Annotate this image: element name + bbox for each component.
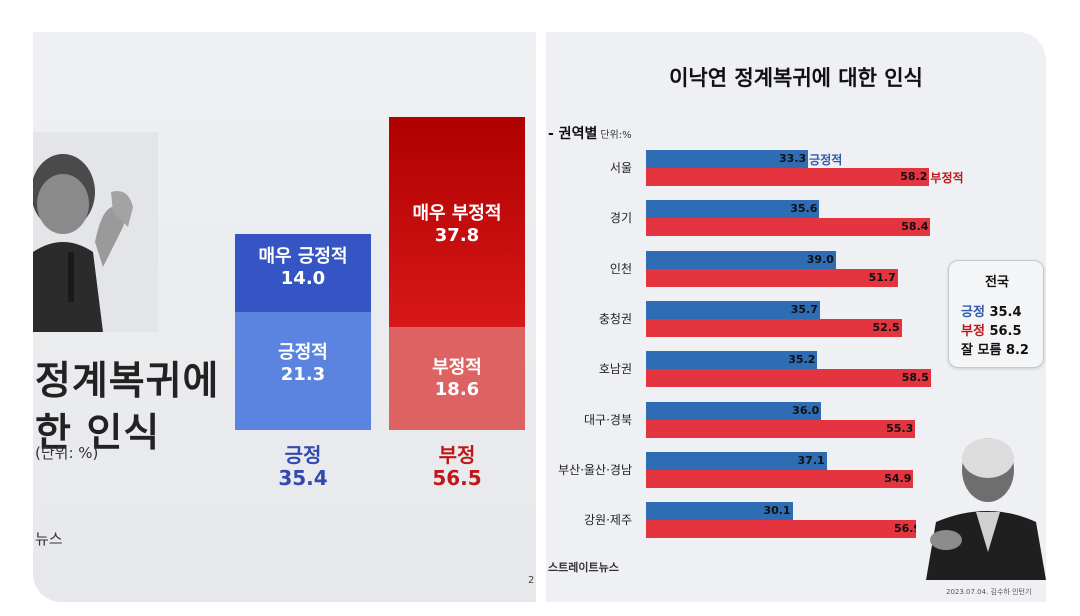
region-label: 서울	[609, 161, 632, 175]
bar-segment-very-negative: 매우 부정적 37.8	[389, 116, 525, 327]
bar-positive-value: 35.6	[790, 202, 818, 216]
national-dont-know-value: 8.2	[1005, 343, 1029, 358]
legend-negative: 부정적	[930, 171, 964, 185]
subtitle-text: - 권역별	[548, 126, 598, 142]
left-page-number: 2	[528, 575, 535, 586]
segment-label: 긍정적	[278, 341, 328, 363]
region-label: 대구·경북	[584, 412, 632, 427]
left-panel: 정계복귀에 한 인식 (단위: %) 뉴스 2 매우 긍정적 14.0 긍정적 …	[33, 32, 536, 602]
segment-label: 매우 긍정적	[258, 246, 348, 268]
region-label: 충청권	[598, 311, 632, 326]
bar-positive	[646, 250, 836, 269]
national-summary-box: 전국 긍정 35.4 부정 56.5 잘 모름 8.2	[948, 260, 1044, 368]
region-label: 경기	[609, 211, 632, 226]
segment-value: 18.6	[434, 378, 480, 400]
bar-positive-value: 33.3	[779, 152, 807, 165]
national-positive: 긍정 35.4	[961, 301, 1022, 320]
person-photo	[33, 132, 158, 332]
bar-positive-value: 30.1	[763, 504, 791, 518]
negative-total-label: 부정	[438, 443, 476, 467]
region-label: 부산·울산·경남	[558, 462, 632, 477]
bar-negative	[646, 369, 931, 388]
chart-title: 이낙연 정계복귀에 대한 인식	[669, 66, 923, 90]
segment-value: 21.3	[280, 363, 326, 385]
bar-positive	[646, 150, 809, 168]
bar-negative-value: 51.7	[868, 270, 896, 284]
bar-negative-value: 58.2	[900, 170, 928, 183]
right-logo: 스트레이트뉴스	[548, 561, 619, 574]
segment-label: 매우 부정적	[412, 202, 502, 224]
bar-segment-negative: 부정적 18.6	[389, 326, 525, 430]
bar-negative	[646, 168, 930, 186]
right-footer: 2023.07.04. 김수하 인턴기	[946, 588, 1032, 596]
national-dont-know: 잘 모름 8.2	[961, 339, 1029, 358]
bar-negative-value: 56.9	[893, 522, 922, 536]
chart-subtitle: - 권역별 단위:%	[548, 123, 632, 143]
bar-negative	[646, 469, 914, 488]
bar-positive-value: 39.0	[806, 252, 834, 266]
bar-positive	[646, 351, 818, 370]
bar-positive	[646, 300, 820, 319]
bar-negative-value: 54.9	[884, 471, 912, 485]
bar-positive-value: 36.0	[792, 403, 820, 417]
bar-negative-value: 52.5	[872, 320, 900, 334]
national-positive-label: 긍정	[961, 305, 985, 320]
bar-negative	[646, 520, 924, 539]
bar-positive	[646, 200, 820, 219]
bar-positive	[646, 451, 827, 470]
national-negative: 부정 56.5	[961, 320, 1022, 339]
bar-negative	[646, 268, 898, 287]
bar-positive-value: 35.7	[790, 302, 818, 316]
region-label: 인천	[609, 261, 632, 276]
national-dont-know-label: 잘 모름	[961, 343, 1002, 358]
bar-negative-value: 55.3	[886, 421, 914, 435]
bar-negative	[646, 218, 931, 237]
legend-positive: 긍정적	[809, 153, 843, 167]
bar-positive-value: 35.2	[788, 353, 816, 367]
national-positive-value: 35.4	[989, 305, 1022, 320]
person-photo	[916, 422, 1046, 580]
subtitle-unit: 단위:%	[600, 130, 632, 141]
segment-label: 부정적	[432, 356, 482, 378]
bar-segment-positive: 긍정적 21.3	[235, 311, 371, 430]
bar-positive	[646, 502, 793, 521]
segment-value: 14.0	[280, 268, 326, 290]
bar-negative	[646, 318, 902, 337]
bar-positive	[646, 401, 822, 420]
left-logo: 뉴스	[35, 530, 63, 548]
segment-value: 37.8	[434, 224, 480, 246]
national-negative-value: 56.5	[989, 324, 1022, 339]
left-title-line-2: 한 인식	[35, 411, 161, 456]
region-label: 강원·제주	[584, 513, 632, 528]
positive-total-value: 35.4	[278, 466, 328, 490]
national-title: 전국	[985, 275, 1009, 290]
bar-positive-value: 37.1	[797, 453, 825, 467]
bar-negative-value: 58.4	[901, 220, 929, 234]
bar-segment-very-positive: 매우 긍정적 14.0	[235, 234, 371, 312]
national-negative-label: 부정	[961, 324, 985, 339]
right-panel: 이낙연 정계복귀에 대한 인식 - 권역별 단위:% 서울 33.3 58.2 경기 35…	[546, 32, 1046, 602]
negative-total-value: 56.5	[432, 466, 482, 490]
left-title-line-1: 정계복귀에	[35, 359, 220, 404]
bar-negative-value: 58.5	[901, 371, 929, 385]
left-unit-label: (단위: %)	[35, 444, 99, 462]
bar-negative	[646, 419, 916, 438]
region-label: 호남권	[598, 362, 632, 377]
positive-total-label: 긍정	[284, 443, 322, 467]
